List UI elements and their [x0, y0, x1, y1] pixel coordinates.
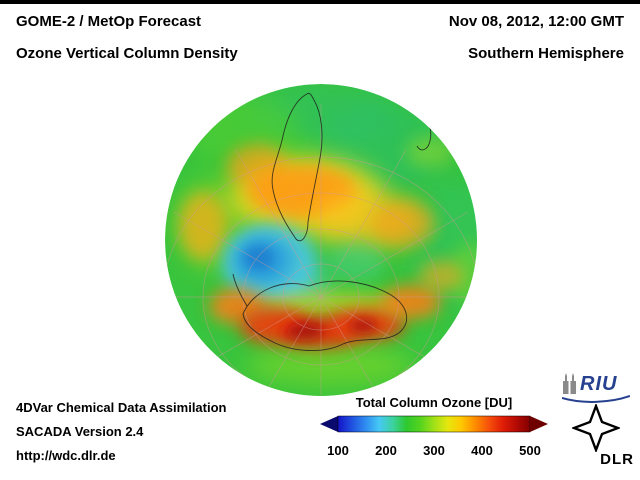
colorbar-tick: 100 [327, 443, 349, 458]
cathedral-icon [563, 373, 576, 394]
colorbar-tick: 400 [471, 443, 493, 458]
colorbar-tick-labels: 100 200 300 400 500 [318, 443, 550, 459]
colorbar: Total Column Ozone [DU] 100 200 300 400 500 [318, 395, 550, 459]
colorbar-left-arrow [320, 416, 338, 432]
header-instrument-title: GOME-2 / MetOp Forecast [16, 13, 202, 30]
coastline-south-america [271, 92, 323, 242]
header-product-subtitle: Ozone Vertical Column Density [16, 45, 238, 62]
dlr-logo-text: DLR [600, 451, 634, 468]
top-border-bar [0, 0, 640, 4]
riu-logo-text: RIU [580, 373, 618, 395]
colorbar-tick: 300 [423, 443, 445, 458]
colorbar-title: Total Column Ozone [DU] [355, 395, 513, 410]
riu-swoosh [562, 395, 630, 403]
footer-url[interactable]: http://wdc.dlr.de [16, 448, 116, 463]
coastline-antarctica [242, 280, 408, 352]
footer-assimilation-label: 4DVar Chemical Data Assimilation [16, 400, 227, 415]
header-hemisphere: Southern Hemisphere [468, 45, 624, 62]
riu-logo: RIU [562, 372, 632, 403]
footer-version-label: SACADA Version 2.4 [16, 424, 144, 439]
coastline-antarctic-peninsula [232, 273, 248, 307]
colorbar-tick: 500 [519, 443, 541, 458]
header-datetime: Nov 08, 2012, 12:00 GMT [448, 13, 624, 30]
ozone-map-globe [165, 84, 477, 396]
colorbar-gradient-bar [337, 415, 531, 433]
colorbar-tick: 200 [375, 443, 397, 458]
colorbar-right-arrow [530, 416, 548, 432]
colorbar-scale [320, 415, 548, 433]
ozone-field [165, 84, 477, 396]
dlr-logo-icon [572, 404, 620, 452]
